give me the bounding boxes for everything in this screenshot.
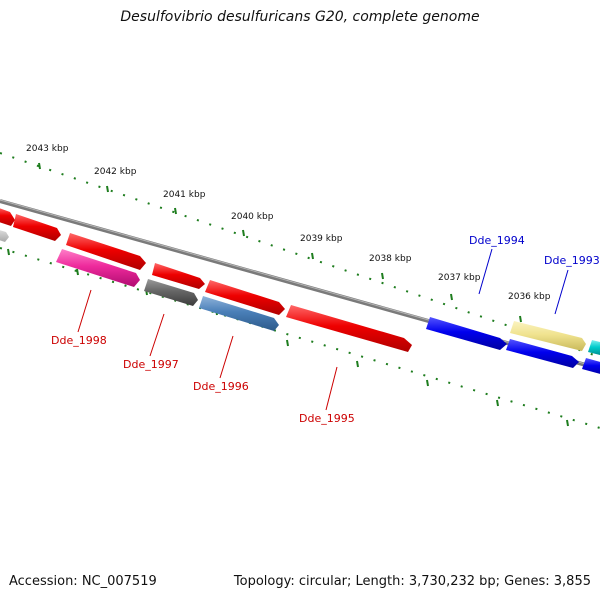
gene-arrow-red[interactable] (286, 305, 412, 352)
tick-labels: 2043 kbp 2042 kbp 2041 kbp 2040 kbp 2039… (26, 144, 551, 302)
major-tick (38, 162, 41, 170)
gene-label[interactable]: Dde_1998 (51, 334, 107, 347)
leader-line (554, 269, 569, 315)
leader-line (149, 313, 165, 357)
major-tick (311, 252, 314, 260)
gene-arrow-blue[interactable] (426, 317, 507, 350)
outer-major-ticks (38, 162, 522, 323)
gene-arrow-pink[interactable] (56, 249, 140, 287)
major-tick (356, 360, 359, 368)
major-tick (7, 248, 10, 256)
gene-arrow-red[interactable] (205, 280, 285, 315)
accession-text: Accession: NC_007519 (9, 574, 157, 589)
leader-line (478, 248, 493, 295)
major-tick (174, 207, 177, 215)
major-tick (450, 293, 453, 301)
genome-title: Desulfovibrio desulfuricans G20, complet… (120, 9, 480, 25)
leader-line (325, 366, 338, 411)
gene-arrow-blue[interactable] (506, 339, 579, 368)
gene-label[interactable]: Dde_1997 (123, 358, 179, 371)
gene-arrow-red[interactable] (152, 263, 205, 289)
gene-label[interactable]: Dde_1996 (193, 380, 249, 393)
genome-summary-text: Topology: circular; Length: 3,730,232 bp… (233, 574, 591, 589)
gene-arrow-dark-gray[interactable] (144, 279, 198, 306)
leader-line (219, 335, 234, 379)
gene-arrow-red[interactable] (13, 214, 61, 241)
tick-label: 2042 kbp (94, 167, 137, 177)
tick-label: 2039 kbp (300, 234, 343, 244)
major-tick (242, 229, 245, 237)
gene-arrow-blue[interactable] (582, 358, 600, 375)
gene-labels: Dde_1998 Dde_1997 Dde_1996 Dde_1995 Dde_… (51, 234, 600, 425)
leader-line (77, 289, 92, 333)
major-tick (426, 379, 429, 387)
outer-tick-track (0, 152, 600, 358)
tick-label: 2037 kbp (438, 273, 481, 283)
major-tick (381, 272, 384, 280)
tick-label: 2043 kbp (26, 144, 69, 154)
tick-label: 2038 kbp (369, 254, 412, 264)
major-tick (496, 399, 499, 407)
gene-arrow-cyan[interactable] (588, 340, 600, 356)
major-tick (566, 419, 569, 427)
tick-label: 2040 kbp (231, 212, 274, 222)
gene-arrow-khaki[interactable] (510, 321, 586, 351)
tick-label: 2041 kbp (163, 190, 206, 200)
gene-arrow-red[interactable] (0, 207, 15, 226)
gene-arrow-steel-blue[interactable] (199, 296, 279, 331)
major-tick (106, 185, 109, 193)
gene-arrow-red[interactable] (66, 233, 146, 270)
major-tick (519, 315, 522, 323)
gene-label[interactable]: Dde_1994 (469, 234, 525, 247)
gene-label[interactable]: Dde_1993 (544, 254, 600, 267)
label-leaders (77, 248, 569, 411)
inner-tick-track (0, 247, 600, 429)
gene-label[interactable]: Dde_1995 (299, 412, 355, 425)
major-tick (76, 268, 79, 276)
major-tick (286, 339, 289, 347)
gene-arrow-light-gray[interactable] (0, 229, 9, 242)
tick-label: 2036 kbp (508, 292, 551, 302)
